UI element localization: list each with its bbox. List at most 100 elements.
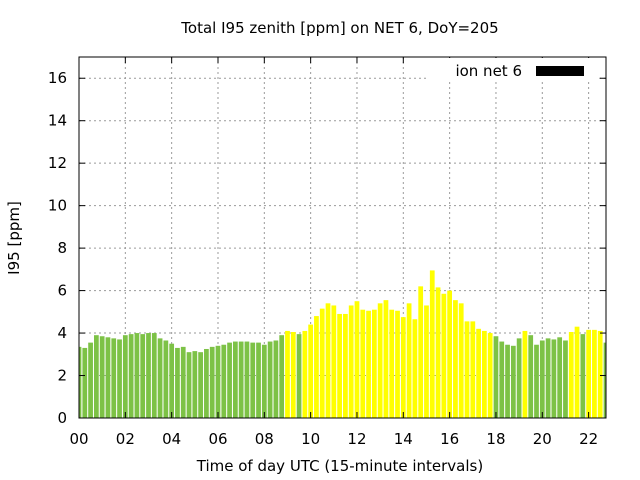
y-axis-label: I95 [ppm] — [5, 201, 23, 275]
x-tick-label: 08 — [255, 430, 274, 448]
x-tick-label: 06 — [208, 430, 227, 448]
bar — [441, 293, 447, 418]
bar — [93, 335, 99, 418]
bar — [192, 351, 198, 418]
bar — [261, 344, 267, 418]
bar — [88, 342, 93, 418]
chart-title: Total I95 zenith [ppm] on NET 6, DoY=205 — [180, 19, 498, 37]
bar — [464, 321, 470, 418]
x-tick-label: 18 — [486, 430, 505, 448]
bar — [105, 337, 111, 418]
bar — [296, 334, 302, 418]
bar — [482, 330, 487, 418]
x-tick-label: 22 — [579, 430, 598, 448]
bar — [470, 321, 476, 418]
x-tick-label: 02 — [116, 430, 135, 448]
bar — [360, 309, 366, 418]
bar — [140, 334, 146, 418]
bar — [232, 341, 238, 418]
bar — [406, 303, 412, 418]
bar — [383, 300, 389, 418]
plot-frame — [78, 56, 607, 419]
x-tick-label: 20 — [533, 430, 552, 448]
x-tick-label: 16 — [440, 430, 459, 448]
bar — [592, 329, 597, 418]
bar — [117, 339, 122, 418]
bar — [447, 290, 453, 418]
bar — [204, 348, 209, 418]
bar — [499, 341, 505, 418]
bar — [586, 329, 592, 418]
bar — [151, 333, 157, 418]
bar — [563, 340, 568, 418]
bar — [493, 336, 499, 418]
bar — [534, 344, 539, 418]
bar — [424, 305, 429, 418]
bar — [510, 345, 516, 418]
bar — [111, 338, 117, 418]
bar — [290, 331, 296, 418]
bar — [412, 319, 418, 418]
bar — [348, 305, 354, 418]
bar — [574, 326, 580, 418]
bar — [302, 330, 308, 418]
y-tick-label: 0 — [57, 409, 67, 427]
bar — [603, 342, 606, 418]
bar — [400, 317, 406, 418]
y-tick-label: 4 — [57, 324, 67, 342]
bar — [244, 341, 250, 418]
bar — [267, 341, 273, 418]
bar — [122, 335, 128, 418]
bar — [505, 344, 510, 418]
x-tick-label: 14 — [394, 430, 413, 448]
bar — [354, 301, 360, 418]
bar — [273, 340, 279, 418]
bar — [215, 345, 221, 418]
bar — [285, 330, 290, 418]
bar — [476, 328, 481, 418]
legend-swatch — [536, 66, 584, 76]
bar — [79, 346, 82, 418]
bar — [227, 342, 232, 418]
bar — [319, 308, 325, 418]
bar — [180, 346, 186, 418]
bar — [146, 333, 151, 418]
bar — [314, 316, 319, 418]
bar — [522, 330, 528, 418]
bar — [221, 344, 227, 418]
bar — [169, 343, 175, 418]
bar — [389, 309, 395, 418]
x-axis-label: Time of day UTC (15-minute intervals) — [196, 457, 483, 475]
bar — [366, 310, 371, 418]
bar — [198, 352, 203, 418]
bar — [528, 335, 534, 418]
bar — [99, 336, 105, 418]
y-tick-label: 14 — [48, 112, 67, 130]
bar — [250, 342, 256, 418]
bar — [157, 338, 163, 418]
bar — [539, 340, 545, 418]
bar — [377, 303, 383, 418]
bar — [395, 310, 400, 418]
bar — [279, 335, 285, 418]
bar — [331, 305, 337, 418]
bar — [458, 303, 464, 418]
bar — [429, 270, 435, 418]
bar — [580, 334, 586, 418]
bar — [418, 286, 424, 418]
y-tick-label: 8 — [57, 239, 67, 257]
legend: ion net 6 — [428, 58, 598, 82]
bar — [175, 347, 180, 418]
bar — [343, 313, 348, 418]
bar — [134, 333, 140, 418]
bar — [209, 346, 215, 418]
x-tick-label: 12 — [347, 430, 366, 448]
bars — [79, 270, 606, 418]
bar — [453, 300, 458, 418]
y-tick-label: 16 — [48, 69, 67, 87]
bar — [128, 334, 134, 418]
y-tick-label: 2 — [57, 367, 67, 385]
bar — [371, 309, 377, 418]
